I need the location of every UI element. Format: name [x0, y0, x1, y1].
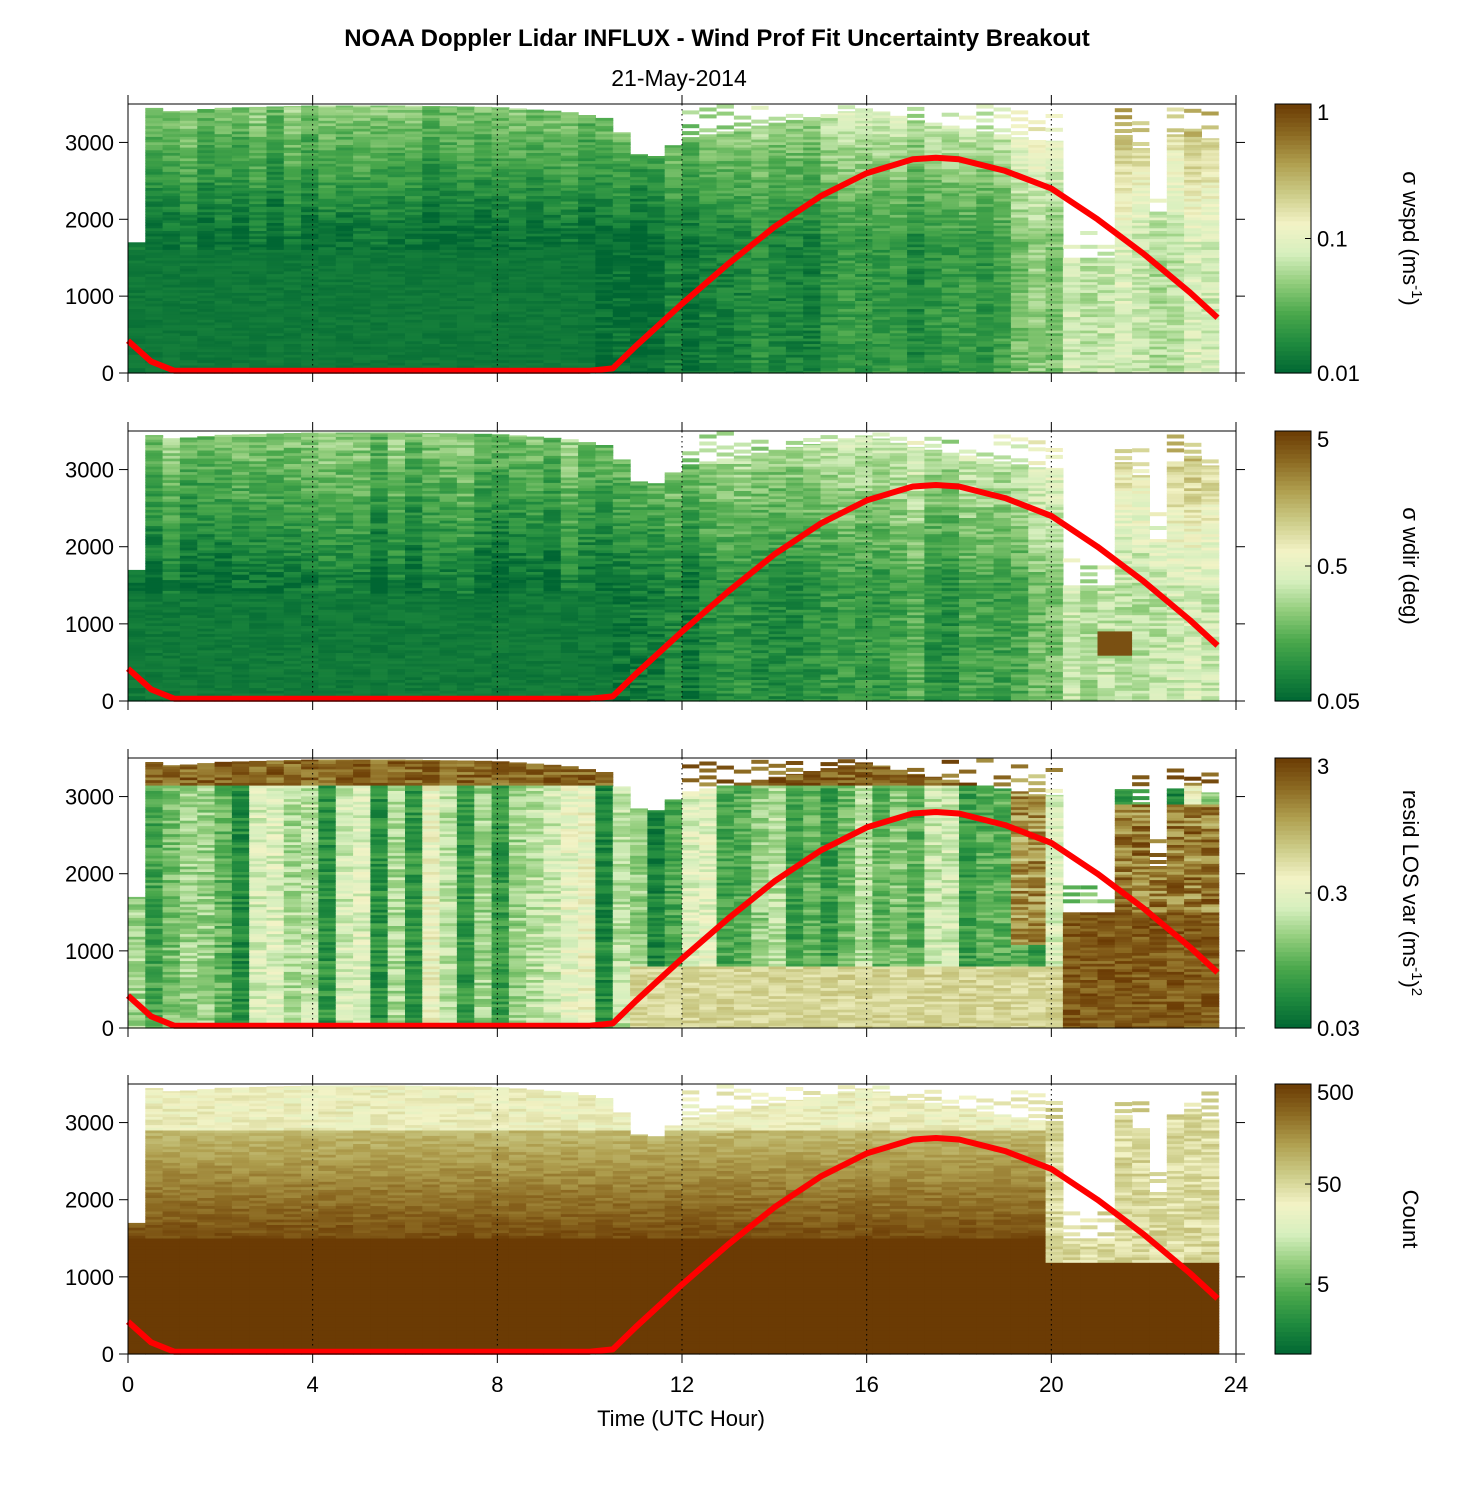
- x-tick-label: 4: [307, 1372, 319, 1397]
- y-tick-label: 2000: [65, 1188, 114, 1213]
- y-tick-label: 0: [102, 361, 114, 386]
- x-tick-label: 12: [670, 1372, 694, 1397]
- colorbar-tick-label: 0.01: [1317, 361, 1360, 386]
- heatmap-wspd: [128, 105, 1219, 374]
- heatmap-resid: [128, 759, 1219, 1029]
- x-tick-label: 0: [122, 1372, 134, 1397]
- colorbar-tick-label: 5: [1317, 1272, 1329, 1297]
- y-tick-label: 2000: [65, 535, 114, 560]
- colorbar-label: σ wspd (ms-1): [1398, 171, 1425, 306]
- x-tick-label: 20: [1039, 1372, 1063, 1397]
- figure-subtitle: 21-May-2014: [611, 65, 747, 91]
- colorbar-wdir: 0.05 0.5 5 σ wdir (deg): [1275, 427, 1423, 714]
- y-tick-label: 0: [102, 689, 114, 714]
- x-tick-label: 16: [854, 1372, 878, 1397]
- x-tick-label: 24: [1224, 1372, 1248, 1397]
- colorbar-count: 5 50 500 Count: [1275, 1080, 1423, 1355]
- colorbar-tick-label: 0.3: [1317, 881, 1348, 906]
- figure: NOAA Doppler Lidar INFLUX - Wind Prof Fi…: [0, 0, 1471, 1489]
- panel-wdir: 0 1000 2000 3000 0.05 0.5 5 σ wdir (deg): [65, 422, 1423, 714]
- colorbar-resid: 0.03 0.3 3 resid LOS var (ms-1)2: [1275, 754, 1425, 1041]
- y-tick-label: 2000: [65, 862, 114, 887]
- colorbar-wspd: 0.01 0.1 1 σ wspd (ms-1): [1275, 100, 1425, 386]
- colorbar-tick-label: 5: [1317, 427, 1329, 452]
- colorbar-tick-label: 0.5: [1317, 554, 1348, 579]
- colorbar-tick-label: 0.1: [1317, 227, 1348, 252]
- y-tick-label: 0: [102, 1342, 114, 1367]
- figure-title: NOAA Doppler Lidar INFLUX - Wind Prof Fi…: [344, 25, 1090, 52]
- y-tick-label: 1000: [65, 939, 114, 964]
- colorbar-label: σ wdir (deg): [1398, 507, 1423, 625]
- y-tick-label: 3000: [65, 130, 114, 155]
- heatmap-count: [128, 1085, 1219, 1355]
- colorbar-label: resid LOS var (ms-1)2: [1398, 790, 1425, 996]
- colorbar-tick-label: 0.03: [1317, 1016, 1360, 1041]
- y-tick-label: 1000: [65, 612, 114, 637]
- colorbar-tick-label: 50: [1317, 1172, 1341, 1197]
- colorbar-tick-label: 3: [1317, 754, 1329, 779]
- panel-wspd: 0 1000 2000 3000 0.01 0.1 1 σ wspd (ms-1): [65, 95, 1425, 386]
- colorbar-tick-label: 0.05: [1317, 689, 1360, 714]
- y-tick-label: 0: [102, 1016, 114, 1041]
- y-tick-label: 1000: [65, 284, 114, 309]
- x-axis-label: Time (UTC Hour): [597, 1406, 765, 1431]
- colorbar-tick-label: 500: [1317, 1080, 1354, 1105]
- y-tick-label: 3000: [65, 458, 114, 483]
- x-tick-label: 8: [491, 1372, 503, 1397]
- y-tick-label: 2000: [65, 207, 114, 232]
- heatmap-wdir: [128, 432, 1219, 702]
- y-tick-label: 3000: [65, 1111, 114, 1136]
- panel-count: 0 1000 2000 3000 0 4 8 12 16 20 24 5 50 500 Count: [65, 1075, 1423, 1397]
- colorbar-tick-label: 1: [1317, 100, 1329, 125]
- y-tick-label: 3000: [65, 785, 114, 810]
- panel-resid: 0 1000 2000 3000 0.03 0.3 3 resid LOS var (ms-1…: [65, 749, 1425, 1041]
- colorbar-label: Count: [1398, 1190, 1423, 1249]
- y-tick-label: 1000: [65, 1265, 114, 1290]
